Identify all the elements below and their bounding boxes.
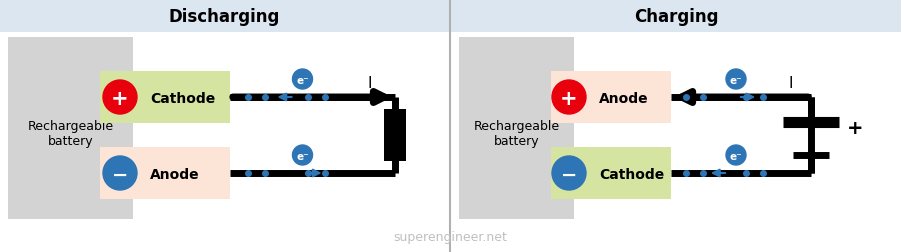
Circle shape [103,156,137,190]
Text: e⁻: e⁻ [296,151,309,161]
Bar [0,0,449,33]
Bar [551,72,671,123]
Text: Rechargeable
battery: Rechargeable battery [473,119,560,147]
Text: −: − [112,165,128,184]
Text: e⁻: e⁻ [730,76,742,86]
Text: superengineer.net: superengineer.net [394,231,507,243]
Circle shape [552,81,586,115]
Text: I: I [788,75,793,90]
Text: e⁻: e⁻ [730,151,742,161]
Text: Anode: Anode [150,167,200,181]
Bar [100,147,230,199]
Circle shape [726,70,746,90]
Text: Charging: Charging [633,8,718,25]
Circle shape [103,81,137,115]
Text: −: − [560,165,578,184]
Circle shape [726,145,746,165]
Text: Discharging: Discharging [168,8,279,25]
Bar [384,110,406,161]
Text: I: I [368,75,372,90]
Circle shape [552,156,586,190]
Bar [8,38,133,219]
Circle shape [293,145,313,165]
Text: Cathode: Cathode [599,167,664,181]
Text: Rechargeable
battery: Rechargeable battery [27,119,114,147]
Text: e⁻: e⁻ [296,76,309,86]
Bar [100,72,230,123]
Text: Anode: Anode [599,92,649,106]
Bar [451,0,901,33]
Circle shape [293,70,313,90]
Text: +: + [560,89,578,109]
Text: Cathode: Cathode [150,92,215,106]
Bar [551,147,671,199]
Bar [459,38,574,219]
Text: +: + [847,118,863,137]
Text: +: + [111,89,129,109]
